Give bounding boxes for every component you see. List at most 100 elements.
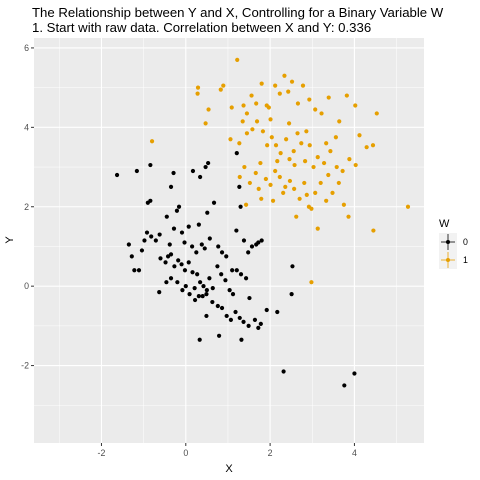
data-point-w0	[239, 337, 244, 342]
data-point-w0	[223, 278, 228, 283]
data-point-w0	[234, 228, 239, 233]
data-point-w0	[192, 286, 197, 291]
data-point-w1	[235, 57, 240, 62]
data-point-w1	[265, 143, 270, 148]
data-point-w1	[347, 157, 352, 162]
data-point-w1	[295, 101, 301, 106]
legend-key-point-0	[446, 240, 450, 244]
data-point-w0	[136, 268, 142, 273]
data-point-w0	[194, 250, 199, 255]
data-point-w1	[313, 190, 318, 195]
data-point-w0	[139, 248, 145, 253]
data-point-w1	[304, 129, 309, 134]
data-point-w0	[132, 268, 137, 273]
data-point-w0	[171, 226, 177, 231]
data-point-w1	[313, 107, 318, 112]
data-point-w1	[370, 143, 376, 148]
data-point-w1	[240, 119, 245, 124]
data-point-w1	[263, 176, 268, 182]
data-point-w0	[164, 280, 169, 285]
data-point-w0	[241, 319, 246, 324]
y-axis-title: Y	[4, 236, 16, 244]
legend-label-1: 1	[463, 255, 468, 265]
data-point-w0	[168, 276, 174, 281]
data-point-w0	[168, 252, 174, 257]
data-point-w0	[224, 254, 229, 259]
data-point-w0	[163, 260, 168, 265]
data-point-w0	[182, 240, 187, 245]
data-point-w0	[256, 240, 261, 245]
data-point-w0	[144, 230, 150, 235]
data-point-w1	[326, 95, 331, 100]
data-point-w1	[273, 83, 278, 88]
data-point-w0	[205, 210, 210, 215]
data-point-w1	[247, 180, 252, 186]
data-point-w1	[286, 89, 291, 94]
data-point-w0	[258, 321, 263, 326]
y-tick-labels: -2 0 2 4 6	[21, 43, 29, 371]
data-point-w1	[237, 174, 242, 180]
data-point-w0	[237, 184, 242, 189]
data-point-w0	[281, 369, 286, 374]
data-point-w0	[158, 256, 163, 261]
data-point-w0	[179, 262, 184, 267]
data-point-w0	[183, 284, 188, 289]
data-point-w0	[252, 317, 258, 323]
data-point-w1	[277, 174, 282, 180]
data-point-w0	[275, 309, 280, 315]
data-point-w0	[259, 238, 264, 243]
data-point-w1	[278, 151, 283, 156]
y-tick-label: 2	[24, 202, 29, 212]
data-point-w0	[195, 272, 200, 277]
data-point-w1	[195, 91, 200, 96]
data-point-w0	[190, 168, 196, 174]
data-point-w0	[157, 232, 162, 237]
data-point-w0	[186, 224, 191, 229]
data-point-w1	[258, 160, 263, 166]
data-point-w0	[247, 295, 252, 301]
data-point-w1	[221, 83, 226, 88]
data-point-w1	[282, 73, 287, 78]
data-point-w1	[256, 186, 261, 191]
data-point-w1	[273, 143, 279, 148]
data-point-w1	[315, 155, 320, 160]
data-point-w0	[210, 299, 215, 305]
data-point-w1	[357, 133, 362, 138]
data-point-w0	[174, 208, 180, 213]
data-point-w1	[244, 111, 250, 116]
data-point-w1	[269, 135, 274, 140]
data-point-w0	[175, 280, 180, 285]
data-point-w1	[273, 168, 278, 174]
data-point-w1	[268, 182, 273, 188]
data-point-w0	[198, 280, 203, 285]
data-point-w1	[254, 119, 260, 124]
y-tick-label: -2	[21, 361, 29, 371]
data-point-w0	[190, 270, 195, 275]
data-point-w1	[287, 178, 293, 184]
data-point-w1	[307, 143, 312, 148]
data-point-w0	[172, 264, 177, 269]
data-point-w1	[328, 149, 333, 154]
data-point-w1	[260, 129, 266, 134]
data-point-w1	[321, 160, 327, 166]
data-point-w0	[204, 288, 209, 293]
data-point-w0	[197, 337, 202, 342]
data-point-w1	[326, 172, 331, 178]
x-tick-label: 0	[183, 448, 188, 458]
data-point-w0	[198, 174, 203, 180]
data-point-w1	[284, 137, 289, 142]
data-point-w1	[353, 162, 358, 168]
data-point-w0	[207, 276, 212, 281]
data-point-w0	[134, 168, 139, 174]
data-point-w0	[342, 383, 347, 388]
data-point-w1	[281, 190, 286, 195]
data-point-w1	[149, 139, 155, 144]
data-point-w0	[165, 254, 171, 259]
data-point-w0	[153, 238, 158, 243]
chart-subtitle: 1. Start with raw data. Correlation betw…	[32, 20, 371, 35]
data-point-w1	[270, 198, 276, 203]
data-point-w1	[311, 164, 316, 170]
data-point-w1	[303, 158, 308, 164]
y-tick-label: 0	[24, 281, 29, 291]
data-point-w1	[300, 83, 306, 88]
